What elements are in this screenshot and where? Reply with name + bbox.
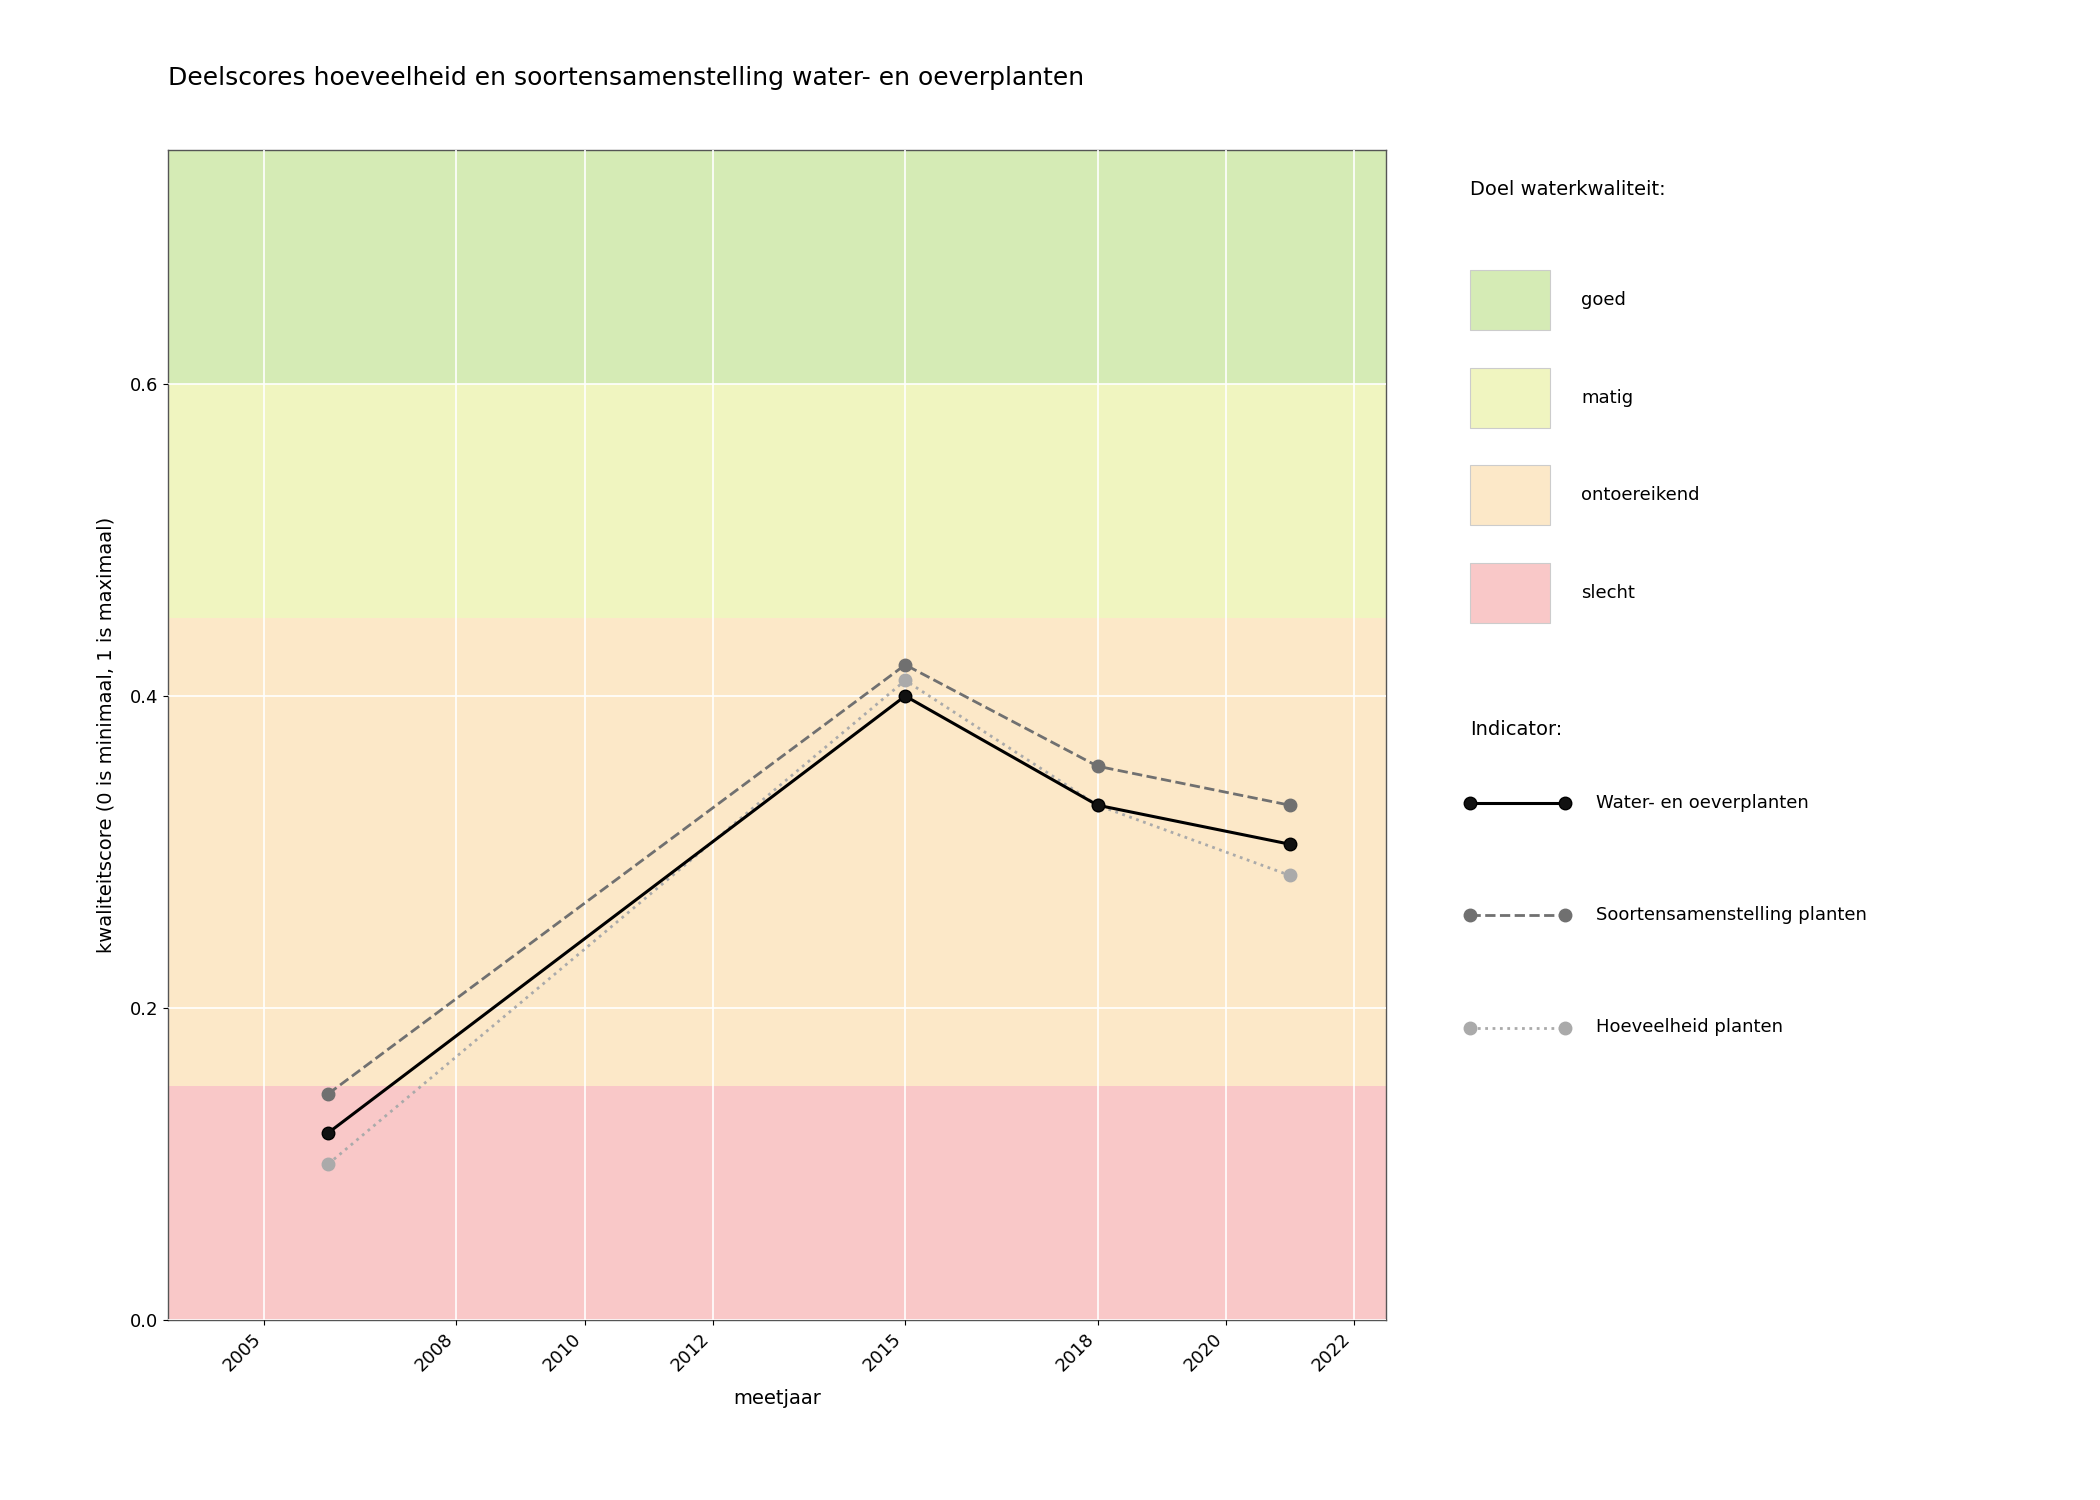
Text: slecht: slecht [1581,584,1636,602]
Text: Deelscores hoeveelheid en soortensamenstelling water- en oeverplanten: Deelscores hoeveelheid en soortensamenst… [168,66,1084,90]
Text: Doel waterkwaliteit:: Doel waterkwaliteit: [1470,180,1665,200]
Bar [168,1086,1386,1320]
Bar [168,150,1386,384]
Bar [168,384,1386,618]
Text: ontoereikend: ontoereikend [1581,486,1699,504]
Text: matig: matig [1581,388,1634,406]
Bar [168,618,1386,1086]
Y-axis label: kwaliteitscore (0 is minimaal, 1 is maximaal): kwaliteitscore (0 is minimaal, 1 is maxi… [97,518,116,952]
Text: Indicator:: Indicator: [1470,720,1562,740]
X-axis label: meetjaar: meetjaar [733,1389,821,1407]
Text: Hoeveelheid planten: Hoeveelheid planten [1596,1019,1783,1036]
Text: goed: goed [1581,291,1625,309]
Text: Soortensamenstelling planten: Soortensamenstelling planten [1596,906,1867,924]
Text: Water- en oeverplanten: Water- en oeverplanten [1596,794,1808,812]
